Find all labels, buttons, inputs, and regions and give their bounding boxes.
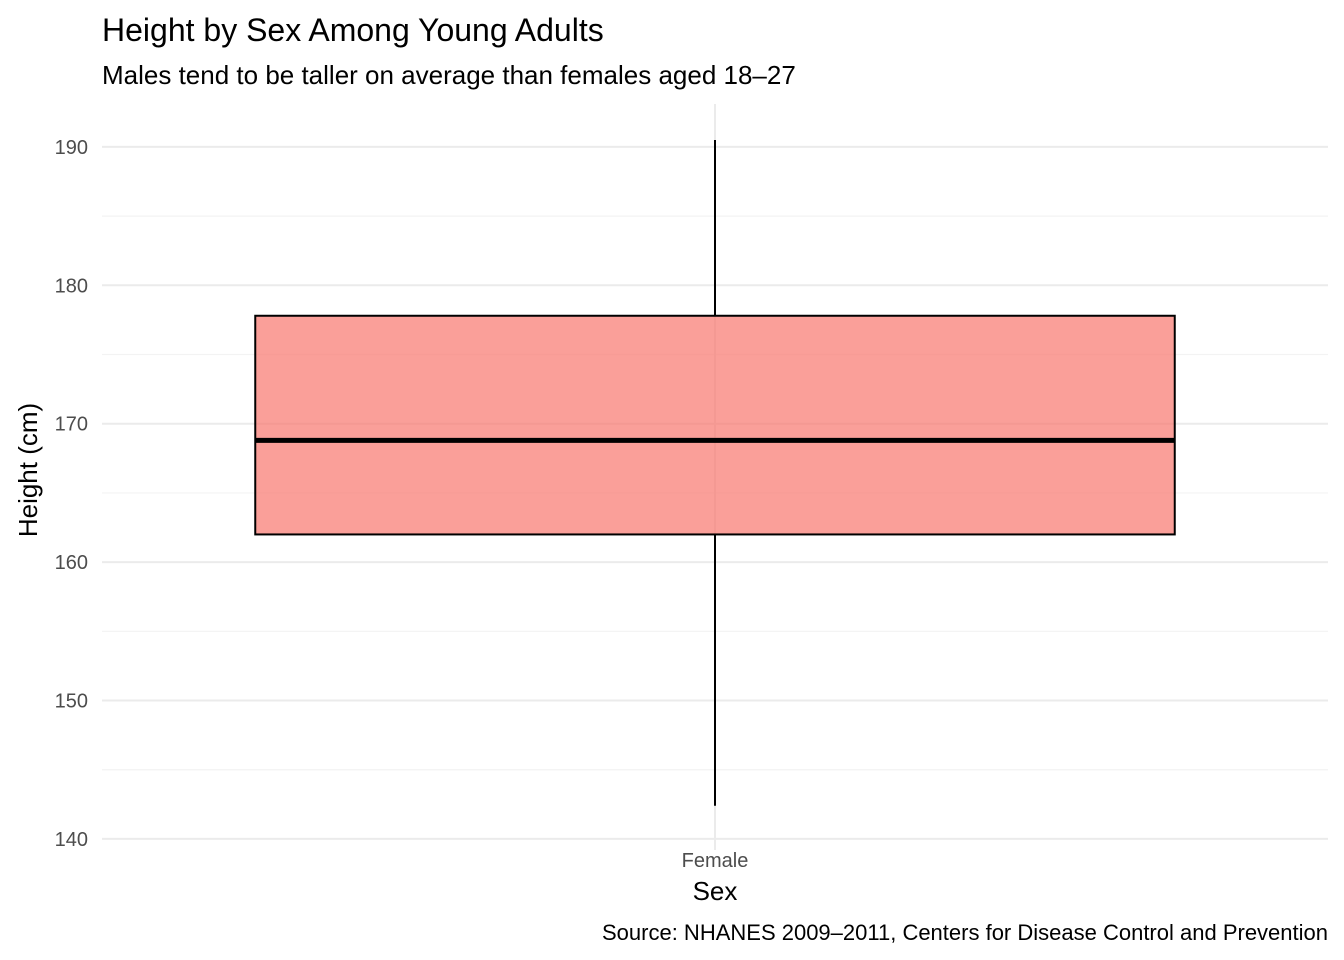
chart-caption: Source: NHANES 2009–2011, Centers for Di… <box>602 920 1328 945</box>
y-tick-label: 180 <box>55 275 88 297</box>
interquartile-box <box>254 314 1176 536</box>
y-tick-labels: 140 150 160 170 180 190 <box>55 137 88 851</box>
chart-title: Height by Sex Among Young Adults <box>102 12 604 48</box>
y-tick-label: 150 <box>55 691 88 713</box>
y-tick-label: 170 <box>55 414 88 436</box>
y-tick-label: 190 <box>55 137 88 159</box>
x-tick-label: Female <box>682 850 749 872</box>
y-tick-label: 140 <box>55 829 88 851</box>
chart-subtitle: Males tend to be taller on average than … <box>102 60 796 90</box>
box-female <box>254 139 1176 806</box>
y-tick-label: 160 <box>55 552 88 574</box>
x-tick-labels: Female <box>682 850 749 872</box>
x-axis-title: Sex <box>693 876 738 906</box>
y-axis-title: Height (cm) <box>13 403 43 537</box>
box-series <box>254 139 1176 806</box>
